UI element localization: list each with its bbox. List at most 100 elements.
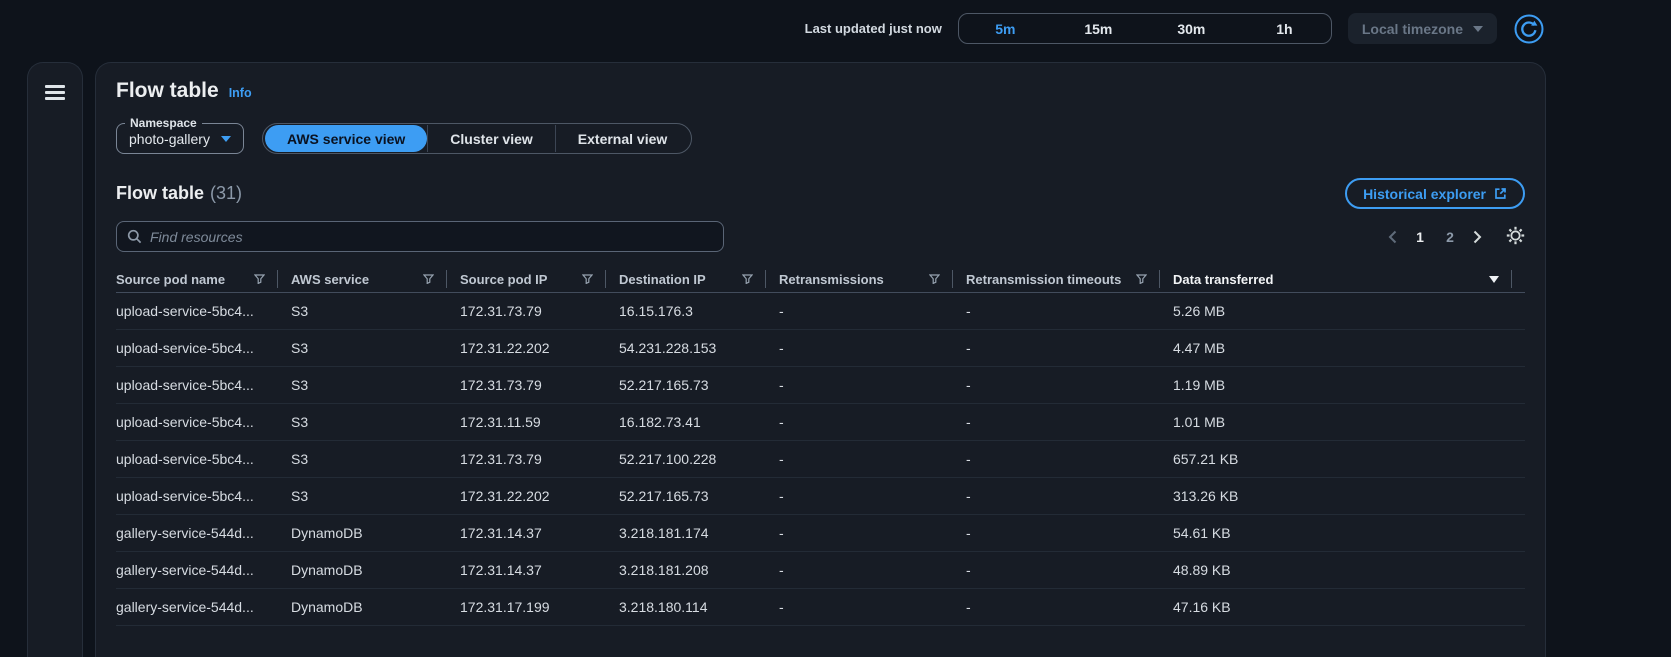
cell-data-transferred: 657.21 KB xyxy=(1173,451,1239,467)
gear-icon xyxy=(1506,226,1525,244)
search-icon xyxy=(127,229,142,244)
cell-retransmission-timeouts: - xyxy=(966,451,971,467)
column-header[interactable]: Retransmission timeouts xyxy=(966,266,1173,292)
table-row: upload-service-5bc4... S3 172.31.73.79 1… xyxy=(116,293,1525,330)
cell-source-pod-ip: 172.31.73.79 xyxy=(460,303,542,319)
cell-destination-ip: 52.217.100.228 xyxy=(619,451,717,467)
view-tab[interactable]: Cluster view xyxy=(427,125,554,152)
table-row: upload-service-5bc4... S3 172.31.73.79 5… xyxy=(116,441,1525,478)
table-row: gallery-service-544d... DynamoDB 172.31.… xyxy=(116,515,1525,552)
info-link[interactable]: Info xyxy=(228,86,252,100)
cell-data-transferred: 5.26 MB xyxy=(1173,303,1226,319)
external-link-icon xyxy=(1494,187,1507,200)
cell-source-pod-name: gallery-service-544d... xyxy=(116,562,254,578)
column-header[interactable]: Retransmissions xyxy=(779,266,966,292)
cell-data-transferred: 4.47 MB xyxy=(1173,340,1226,356)
table-row: gallery-service-544d... DynamoDB 172.31.… xyxy=(116,552,1525,589)
cell-retransmission-timeouts: - xyxy=(966,562,971,578)
table-body: upload-service-5bc4... S3 172.31.73.79 1… xyxy=(116,293,1525,626)
cell-source-pod-ip: 172.31.14.37 xyxy=(460,525,542,541)
cell-source-pod-ip: 172.31.22.202 xyxy=(460,488,550,504)
search-box xyxy=(116,221,724,252)
namespace-selected-value: photo-gallery xyxy=(129,130,210,147)
chevron-down-icon xyxy=(1473,25,1483,32)
refresh-button[interactable] xyxy=(1513,13,1545,45)
flow-table: Source pod name AWS service xyxy=(116,266,1525,626)
column-header[interactable]: Source pod name xyxy=(116,266,291,292)
column-header[interactable]: Data transferred xyxy=(1173,266,1525,292)
cell-source-pod-ip: 172.31.17.199 xyxy=(460,599,550,615)
cell-source-pod-name: upload-service-5bc4... xyxy=(116,340,254,356)
cell-source-pod-name: upload-service-5bc4... xyxy=(116,303,254,319)
column-header[interactable]: AWS service xyxy=(291,266,460,292)
top-toolbar: Last updated just now 5m 15m 30m 1h Loca… xyxy=(0,0,1671,57)
chevron-right-icon xyxy=(1473,230,1482,243)
flow-table-panel: Flow table Info Namespace photo-gallery … xyxy=(95,62,1546,657)
cell-source-pod-name: gallery-service-544d... xyxy=(116,599,254,615)
cell-retransmissions: - xyxy=(779,525,784,541)
timezone-dropdown[interactable]: Local timezone xyxy=(1347,13,1497,44)
cell-retransmissions: - xyxy=(779,488,784,504)
next-page-button[interactable] xyxy=(1467,228,1488,246)
page-number[interactable]: 2 xyxy=(1437,229,1463,245)
view-tab[interactable]: AWS service view xyxy=(265,125,428,152)
page-title: Flow table xyxy=(116,79,219,102)
historical-explorer-button[interactable]: Historical explorer xyxy=(1345,178,1525,209)
cell-aws-service: S3 xyxy=(291,488,309,504)
column-header[interactable]: Source pod IP xyxy=(460,266,619,292)
pagination: 1 2 xyxy=(1382,226,1525,248)
table-settings-button[interactable] xyxy=(1506,226,1525,248)
page-header: Flow table Info xyxy=(116,79,1525,103)
time-range-segmented-control: 5m 15m 30m 1h xyxy=(957,13,1332,44)
search-input[interactable] xyxy=(150,228,713,245)
menu-icon[interactable] xyxy=(45,85,65,657)
cell-aws-service: S3 xyxy=(291,414,309,430)
time-range-option[interactable]: 30m xyxy=(1145,14,1238,43)
time-range-option[interactable]: 5m xyxy=(959,14,1052,43)
time-range-option[interactable]: 15m xyxy=(1052,14,1145,43)
timezone-label: Local timezone xyxy=(1361,20,1463,37)
cell-source-pod-name: upload-service-5bc4... xyxy=(116,377,254,393)
cell-data-transferred: 1.19 MB xyxy=(1173,377,1226,393)
table-row: upload-service-5bc4... S3 172.31.22.202 … xyxy=(116,478,1525,515)
filter-icon xyxy=(742,274,753,284)
cell-source-pod-name: upload-service-5bc4... xyxy=(116,451,254,467)
cell-retransmissions: - xyxy=(779,599,784,615)
cell-retransmissions: - xyxy=(779,451,784,467)
cell-source-pod-ip: 172.31.22.202 xyxy=(460,340,550,356)
cell-aws-service: S3 xyxy=(291,377,309,393)
view-tab[interactable]: External view xyxy=(554,125,690,152)
column-header[interactable]: Destination IP xyxy=(619,266,779,292)
cell-aws-service: S3 xyxy=(291,340,309,356)
cell-source-pod-name: upload-service-5bc4... xyxy=(116,488,254,504)
cell-aws-service: S3 xyxy=(291,303,309,319)
cell-retransmission-timeouts: - xyxy=(966,303,971,319)
table-count: (31) xyxy=(210,183,243,203)
page-number[interactable]: 1 xyxy=(1407,229,1433,245)
cell-destination-ip: 16.15.176.3 xyxy=(619,303,693,319)
time-range-option[interactable]: 1h xyxy=(1238,14,1331,43)
chevron-down-icon xyxy=(221,135,231,142)
cell-data-transferred: 54.61 KB xyxy=(1173,525,1231,541)
cell-data-transferred: 48.89 KB xyxy=(1173,562,1231,578)
refresh-icon xyxy=(1514,14,1544,43)
chevron-left-icon xyxy=(1388,230,1397,243)
cell-retransmission-timeouts: - xyxy=(966,377,971,393)
filter-icon xyxy=(582,274,593,284)
table-title: Flow table xyxy=(116,183,205,203)
cell-destination-ip: 3.218.181.208 xyxy=(619,562,709,578)
last-updated-status: Last updated just now xyxy=(804,21,942,36)
cell-source-pod-ip: 172.31.11.59 xyxy=(460,414,541,430)
previous-page-button[interactable] xyxy=(1382,228,1403,246)
cell-destination-ip: 3.218.180.114 xyxy=(619,599,708,615)
filter-icon xyxy=(1136,274,1147,284)
table-row: upload-service-5bc4... S3 172.31.11.59 1… xyxy=(116,404,1525,441)
table-row: upload-service-5bc4... S3 172.31.22.202 … xyxy=(116,330,1525,367)
namespace-dropdown[interactable]: Namespace photo-gallery xyxy=(116,116,244,154)
cell-destination-ip: 54.231.228.153 xyxy=(619,340,717,356)
cell-retransmissions: - xyxy=(779,303,784,319)
cell-retransmissions: - xyxy=(779,562,784,578)
controls-row: Namespace photo-gallery AWS service view… xyxy=(116,116,1525,154)
cell-retransmissions: - xyxy=(779,340,784,356)
cell-source-pod-ip: 172.31.73.79 xyxy=(460,451,542,467)
